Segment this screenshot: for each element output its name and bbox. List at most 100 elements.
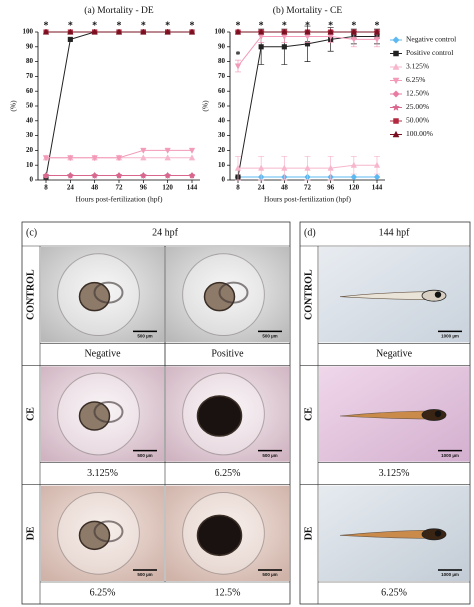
data-point: [327, 164, 334, 171]
legend-marker: [393, 50, 399, 57]
y-axis-label: (%): [201, 100, 210, 112]
legend-marker: [392, 130, 400, 138]
legend-label: 3.125%: [406, 62, 429, 71]
caption: 3.125%: [379, 468, 410, 479]
data-point: [350, 36, 358, 43]
y-tick-label: 60: [26, 87, 34, 95]
data-point: [164, 154, 171, 161]
y-tick-label: 50: [26, 102, 34, 110]
x-tick-label: 48: [91, 184, 99, 192]
data-point: [91, 28, 98, 35]
scale-label: 1000 µm: [441, 572, 459, 577]
y-tick-label: 10: [26, 161, 34, 169]
y-tick-label: 20: [26, 146, 34, 154]
x-tick-label: 72: [116, 184, 124, 192]
data-point: [188, 28, 196, 35]
data-point: [350, 28, 358, 35]
data-point: [327, 28, 334, 35]
data-point: [188, 147, 196, 154]
data-point: [67, 36, 73, 42]
data-point: [373, 161, 381, 168]
legend-marker: [392, 63, 400, 70]
y-tick-label: 40: [26, 116, 34, 124]
legend-label: 12.50%: [406, 89, 429, 98]
x-tick-label: 72: [304, 184, 312, 192]
data-point: [163, 171, 172, 179]
legend-label: Positive control: [406, 48, 453, 57]
data-point: [281, 28, 288, 35]
row-label: DE: [303, 526, 314, 540]
annotation: *: [68, 20, 73, 31]
data-point: [373, 173, 381, 181]
x-axis-label: Hours post-fertilization (hpf): [75, 195, 163, 204]
embryo-tail: [93, 520, 124, 543]
caption: Positive: [211, 349, 244, 360]
x-tick-label: 144: [372, 184, 383, 192]
data-point: [42, 28, 50, 35]
scale-label: 500 µm: [262, 572, 277, 577]
annotation: *: [44, 20, 49, 31]
embryo-tail: [218, 281, 249, 304]
scale-label: 500 µm: [137, 334, 152, 339]
x-tick-label: 8: [236, 184, 240, 192]
annotation: *: [282, 20, 287, 31]
data-point: [350, 173, 358, 181]
y-axis-label: (%): [9, 100, 18, 112]
panel-label: (d): [304, 227, 316, 238]
x-axis-label: Hours post-fertilization (hpf): [264, 195, 352, 204]
legend-marker: [392, 36, 400, 44]
data-point: [234, 28, 242, 35]
embryo-tail: [93, 401, 124, 423]
caption: 12.5%: [215, 587, 241, 598]
y-tick-label: 30: [26, 131, 34, 139]
y-tick-label: 50: [218, 102, 226, 110]
larva-eye: [434, 530, 442, 537]
y-tick-label: 20: [218, 146, 226, 154]
embryo: [196, 395, 243, 437]
x-tick-label: 96: [140, 184, 148, 192]
data-point: [257, 164, 265, 171]
data-point: [67, 28, 74, 35]
annotation: *: [305, 20, 310, 31]
y-tick-label: 90: [218, 42, 226, 50]
scale-label: 1000 µm: [441, 453, 459, 458]
annotation: *: [92, 20, 97, 31]
data-point: [42, 155, 50, 162]
data-point: [188, 154, 196, 161]
caption: Negative: [376, 349, 413, 360]
x-tick-label: 24: [67, 184, 75, 192]
y-tick-label: 0: [222, 176, 226, 184]
data-point: [164, 28, 171, 35]
row-label: CE: [25, 407, 36, 421]
data-point: [140, 154, 147, 161]
annotation: *: [236, 50, 241, 61]
data-point: [281, 44, 287, 50]
data-point: [139, 171, 148, 179]
chart-title: (a) Mortality - DE: [84, 5, 154, 16]
larva-eye: [434, 291, 442, 298]
larva-head: [421, 409, 447, 421]
x-tick-label: 24: [258, 184, 266, 192]
embryo: [196, 514, 243, 557]
embryo-tail: [93, 281, 124, 304]
row-label: DE: [25, 526, 36, 540]
annotation: *: [328, 20, 333, 31]
data-point: [257, 28, 265, 35]
legend-label: Negative control: [406, 35, 456, 44]
legend-label: 25.00%: [406, 102, 429, 111]
legend-marker: [392, 77, 400, 85]
annotation: *: [259, 20, 264, 31]
y-tick-label: 90: [26, 42, 34, 50]
y-tick-label: 60: [218, 87, 226, 95]
data-point: [304, 28, 311, 35]
legend-marker: [392, 90, 400, 98]
panel-frame: [21, 221, 291, 605]
scale-label: 1000 µm: [441, 334, 459, 339]
panel-title: 24 hpf: [152, 227, 179, 238]
annotation: *: [165, 20, 170, 31]
scale-label: 500 µm: [262, 334, 277, 339]
y-tick-label: 40: [218, 116, 226, 124]
data-point: [350, 161, 358, 168]
data-point: [188, 171, 196, 179]
y-tick-label: 0: [30, 176, 34, 184]
